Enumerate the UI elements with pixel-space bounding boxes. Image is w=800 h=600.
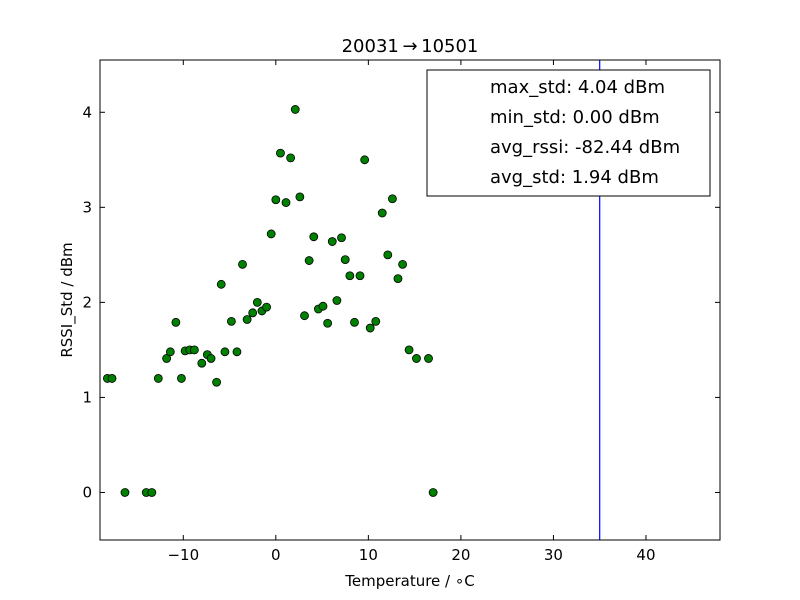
x-tick-label: −10 — [167, 546, 199, 564]
legend-entry: avg_rssi: -82.44 dBm — [490, 137, 680, 158]
data-point — [162, 354, 172, 363]
data-point — [266, 229, 276, 239]
x-tick-label: 40 — [636, 546, 655, 564]
legend-entry: max_std: 4.04 dBm — [490, 77, 665, 98]
data-point — [398, 259, 407, 269]
data-point — [393, 274, 403, 284]
data-point — [371, 316, 381, 326]
chart-title: 20031 → 10501 — [342, 36, 479, 57]
legend-entry: avg_std: 1.94 dBm — [490, 167, 659, 188]
data-point — [197, 358, 207, 368]
y-tick-label: 3 — [82, 198, 92, 216]
x-tick-label: 10 — [359, 546, 378, 564]
data-point — [323, 318, 333, 328]
data-point — [171, 317, 181, 327]
data-point — [304, 256, 314, 265]
data-point — [383, 250, 393, 260]
data-point — [147, 488, 157, 497]
data-point — [177, 374, 186, 383]
data-point — [189, 345, 199, 355]
y-tick-label: 4 — [82, 103, 92, 121]
y-axis-label: RSSI_Std / dBm — [58, 242, 77, 357]
data-point — [327, 237, 337, 246]
data-point — [377, 208, 387, 218]
data-point — [345, 271, 355, 281]
x-axis-label: Temperature / ∘C — [344, 572, 474, 590]
x-tick-label: 20 — [451, 546, 470, 564]
data-point — [337, 233, 346, 243]
data-point — [242, 315, 252, 324]
data-point — [271, 195, 281, 205]
data-point — [412, 354, 421, 363]
data-point — [286, 153, 296, 163]
legend-box — [426, 69, 711, 197]
y-tick-label: 1 — [82, 388, 92, 406]
data-point — [216, 279, 226, 289]
y-axis-ticks: 0 1 2 3 4 — [82, 103, 720, 501]
data-point — [350, 317, 359, 327]
data-point — [365, 323, 375, 333]
data-point — [388, 194, 397, 204]
data-point — [318, 301, 328, 311]
y-tick-label: 0 — [82, 483, 92, 501]
data-point — [281, 198, 291, 207]
legend: max_std: 4.04 dBm min_std: 0.00 dBm avg_rs… — [426, 69, 711, 197]
data-point — [360, 155, 370, 165]
data-points — [103, 105, 438, 497]
data-point — [206, 354, 216, 363]
data-point — [290, 105, 300, 114]
plot-frame — [99, 59, 721, 541]
data-point — [212, 377, 221, 387]
data-point — [309, 232, 319, 242]
legend-entry: min_std: 0.00 dBm — [490, 107, 660, 128]
data-point — [252, 297, 262, 307]
data-point — [107, 374, 117, 383]
data-point — [232, 347, 242, 357]
data-point — [153, 374, 163, 383]
data-point — [276, 148, 285, 158]
data-point — [248, 308, 258, 318]
data-point — [165, 347, 175, 357]
data-point — [428, 488, 438, 497]
data-point — [424, 354, 433, 363]
data-point — [300, 311, 309, 321]
data-point — [404, 345, 414, 355]
data-point — [120, 488, 130, 497]
data-point — [220, 347, 230, 357]
data-point — [295, 192, 305, 202]
data-point — [238, 259, 247, 269]
data-point — [340, 255, 350, 265]
data-point — [262, 302, 271, 312]
x-tick-label: 30 — [544, 546, 563, 564]
data-point — [332, 296, 342, 305]
data-point — [227, 316, 236, 326]
y-tick-label: 2 — [82, 293, 92, 311]
x-tick-label: 0 — [271, 546, 281, 564]
data-point — [355, 271, 365, 281]
x-axis-ticks: −10 0 10 20 30 40 — [167, 60, 656, 564]
